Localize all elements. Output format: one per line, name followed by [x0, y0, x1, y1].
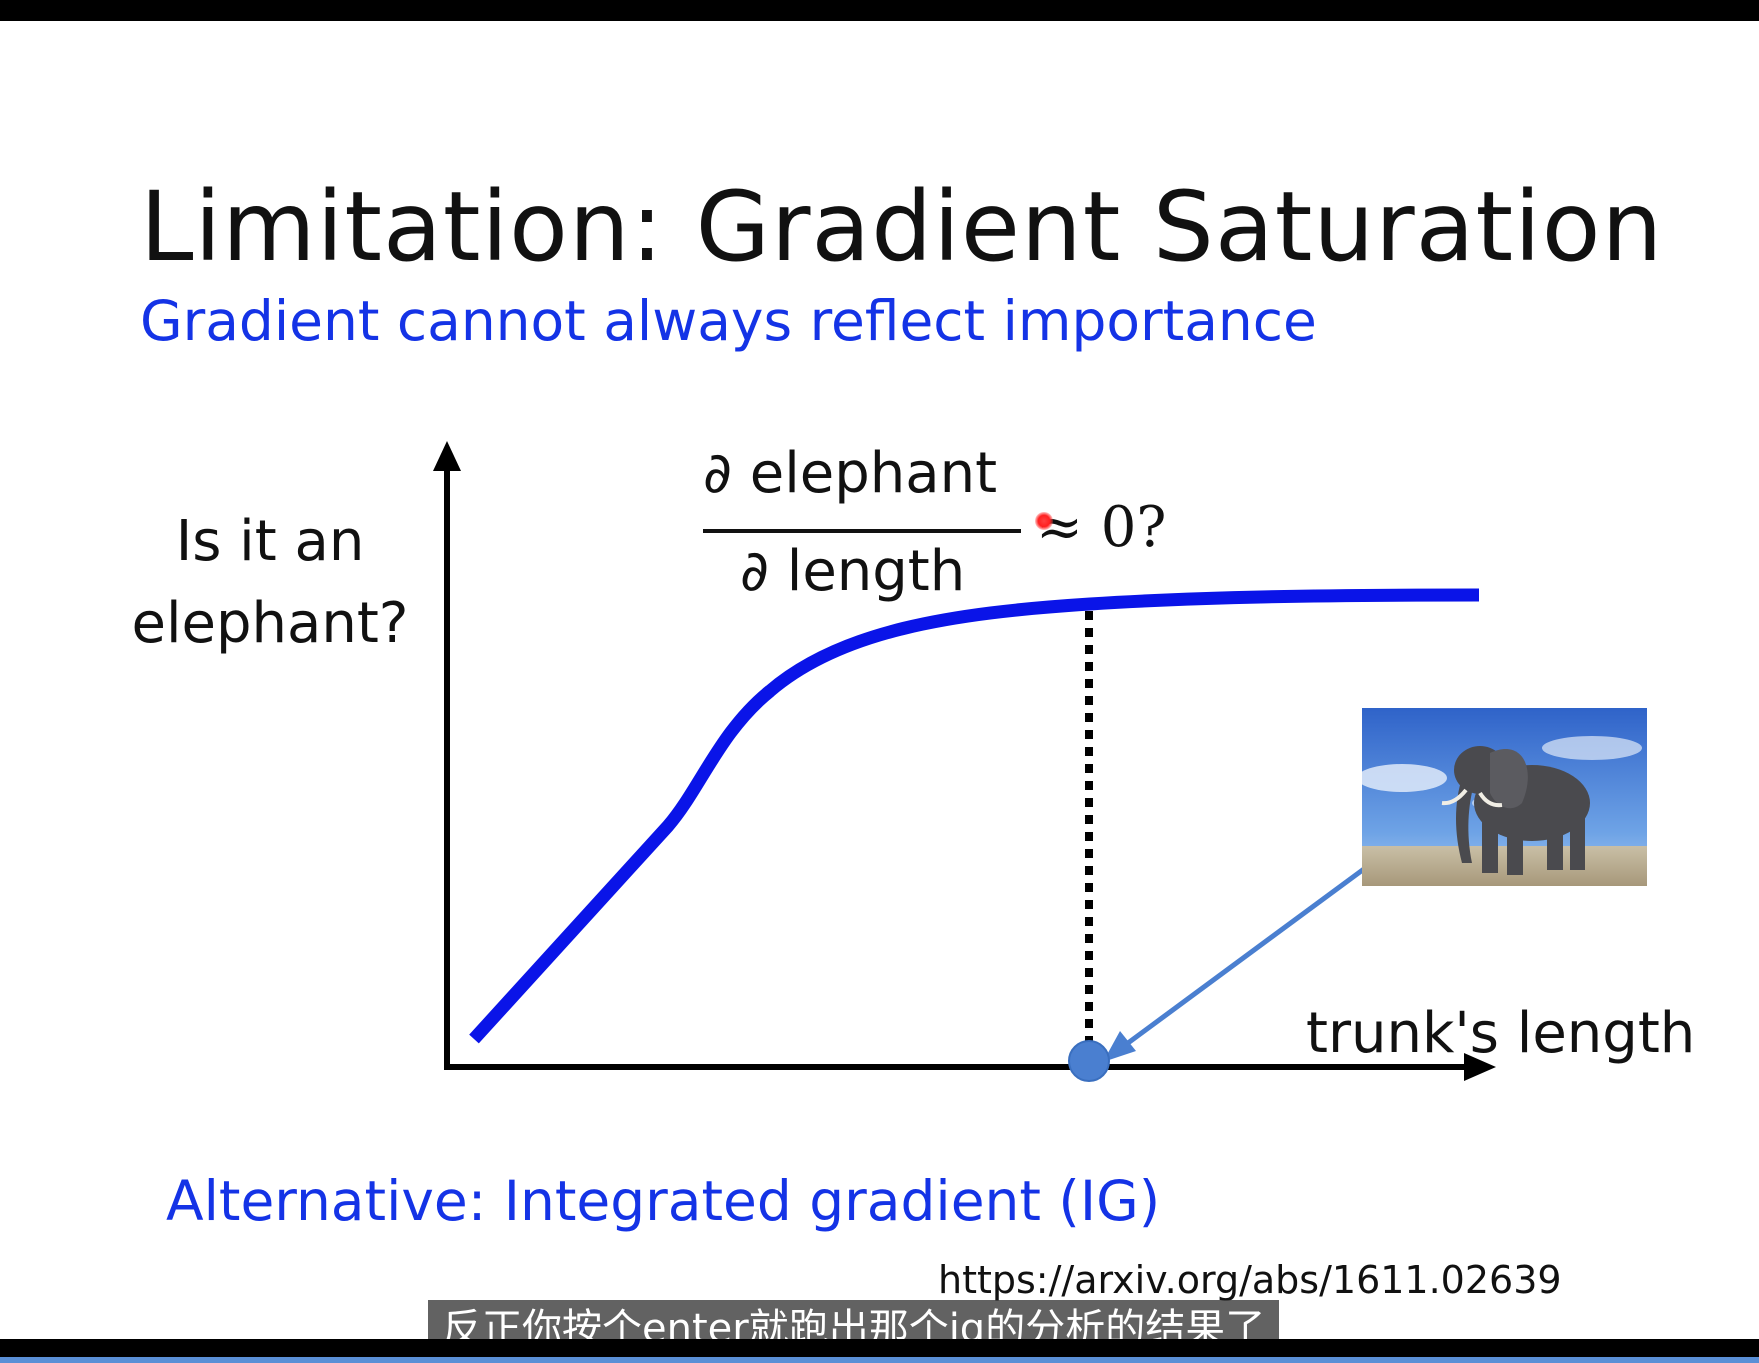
x-axis-label: trunk's length [1306, 1001, 1696, 1066]
alternative-note: Alternative: Integrated gradient (IG) [166, 1169, 1161, 1233]
saturation-diagram [433, 441, 1496, 1082]
y-axis-arrowhead [433, 441, 461, 471]
photo-pointer-arrowhead [1103, 1031, 1136, 1062]
derivative-relation: ≈ 0? [1036, 495, 1167, 560]
derivative-numerator: ∂ elephant [703, 441, 998, 506]
video-subtitle: 反正你按个enter就跑出那个ig的分析的结果了 [428, 1300, 1280, 1339]
x-axis-arrowhead [1464, 1053, 1496, 1081]
y-axis-label: Is it an elephant? [131, 509, 409, 656]
saturation-curve [469, 588, 1480, 1044]
saturation-point-marker [1068, 1040, 1110, 1082]
slide-title: Limitation: Gradient Saturation [140, 171, 1664, 283]
presentation-slide: Limitation: Gradient Saturation Gradient… [0, 21, 1759, 1339]
laser-pointer-dot [1035, 512, 1053, 530]
reference-link[interactable]: https://arxiv.org/abs/1611.02639 [938, 1258, 1562, 1302]
photo-pointer-arrow [1126, 863, 1370, 1046]
derivative-denominator: ∂ length [740, 539, 966, 604]
player-progress-strip[interactable] [0, 1357, 1759, 1363]
elephant-photo [1362, 708, 1647, 886]
fraction-bar [703, 529, 1021, 533]
slide-subtitle: Gradient cannot always reflect importanc… [140, 289, 1317, 353]
